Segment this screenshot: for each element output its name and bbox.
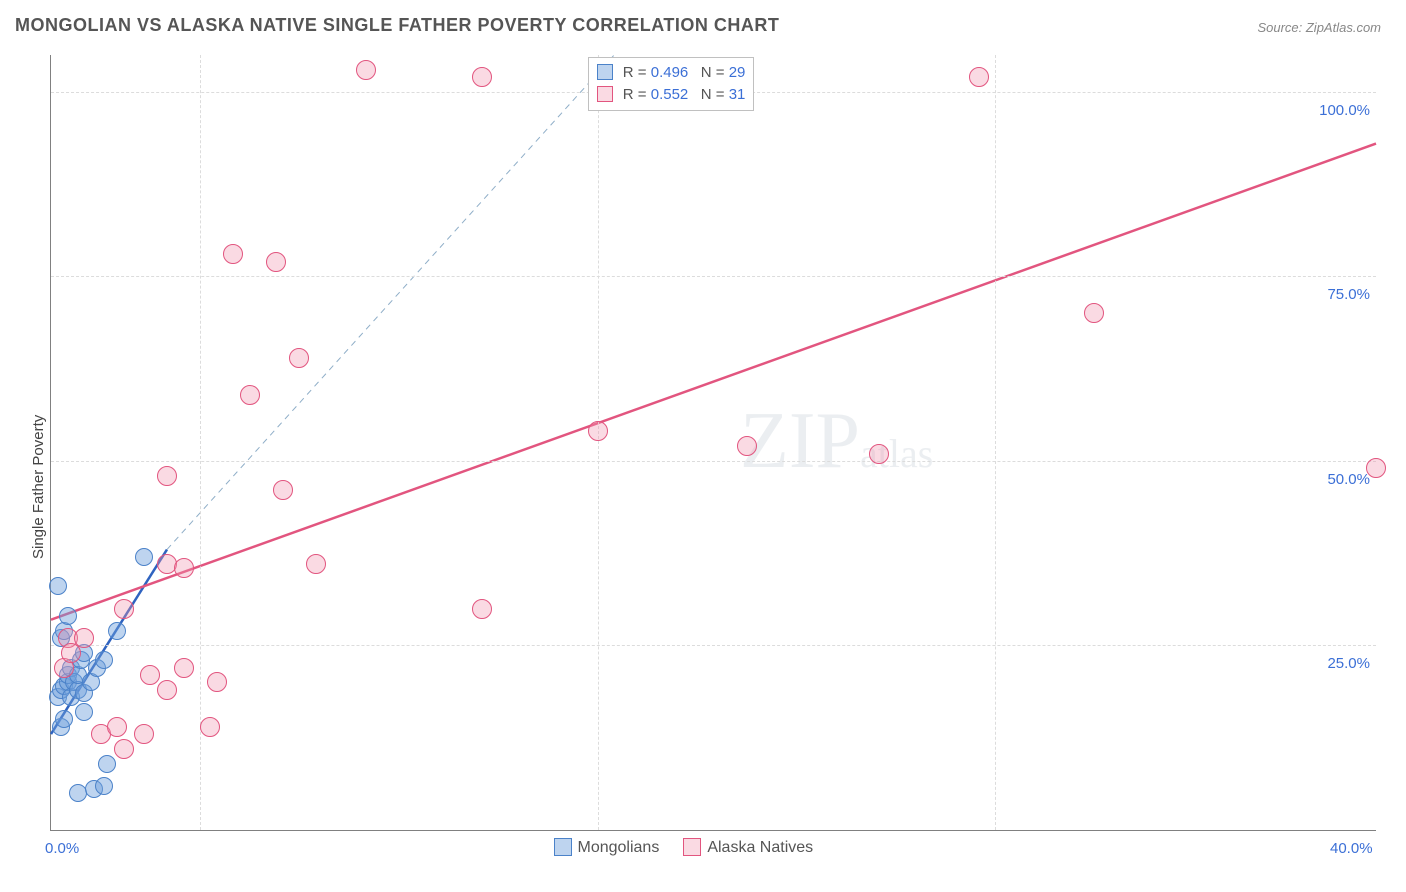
stat-r-label: R = [619,64,651,81]
data-point [588,421,608,441]
data-point [737,436,757,456]
data-point [174,658,194,678]
trend-line [167,55,614,550]
data-point [200,717,220,737]
trend-line [51,144,1376,620]
data-point [75,703,93,721]
stat-n-value: 29 [729,64,746,81]
gridline-h [51,461,1376,462]
legend-swatch [554,838,572,856]
data-point [472,599,492,619]
data-point [95,651,113,669]
data-point [157,466,177,486]
data-point [107,717,127,737]
stat-swatch [597,64,613,80]
correlation-stat-box: R = 0.496 N = 29 R = 0.552 N = 31 [588,57,755,111]
y-tick-label: 50.0% [1310,471,1370,488]
data-point [69,784,87,802]
y-tick-label: 25.0% [1310,655,1370,672]
legend: Mongolians Alaska Natives [554,838,838,857]
data-point [98,755,116,773]
gridline-v [200,55,201,830]
stat-row: R = 0.496 N = 29 [597,62,746,84]
source-credit: Source: ZipAtlas.com [1257,20,1381,35]
legend-item: Mongolians [554,839,660,856]
stat-n-value: 31 [729,86,746,103]
legend-label: Mongolians [578,839,660,856]
stat-r-value: 0.552 [651,86,689,103]
data-point [223,244,243,264]
stat-swatch [597,86,613,102]
legend-swatch [683,838,701,856]
gridline-v [598,55,599,830]
gridline-v [995,55,996,830]
trend-lines-layer [51,55,1376,830]
legend-label: Alaska Natives [707,839,813,856]
data-point [207,672,227,692]
data-point [95,777,113,795]
data-point [59,607,77,625]
data-point [1084,303,1104,323]
chart-container: MONGOLIAN VS ALASKA NATIVE SINGLE FATHER… [0,0,1406,892]
data-point [114,599,134,619]
data-point [135,548,153,566]
gridline-h [51,645,1376,646]
y-tick-label: 75.0% [1310,286,1370,303]
chart-title: MONGOLIAN VS ALASKA NATIVE SINGLE FATHER… [15,15,779,36]
plot-area: ZIPatlas R = 0.496 N = 29 R = 0.552 N = … [50,55,1376,831]
data-point [869,444,889,464]
stat-r-label: R = [619,86,651,103]
data-point [266,252,286,272]
x-tick-label: 40.0% [1330,840,1373,857]
data-point [289,348,309,368]
data-point [49,577,67,595]
data-point [134,724,154,744]
gridline-h [51,276,1376,277]
stat-n-label: N = [688,64,728,81]
data-point [55,710,73,728]
y-tick-label: 100.0% [1310,102,1370,119]
data-point [969,67,989,87]
data-point [140,665,160,685]
data-point [108,622,126,640]
y-axis-label: Single Father Poverty [30,415,47,559]
data-point [356,60,376,80]
stat-n-label: N = [688,86,728,103]
data-point [472,67,492,87]
data-point [306,554,326,574]
data-point [157,680,177,700]
stat-r-value: 0.496 [651,64,689,81]
x-tick-label: 0.0% [45,840,79,857]
legend-item: Alaska Natives [683,839,813,856]
data-point [114,739,134,759]
data-point [74,628,94,648]
data-point [273,480,293,500]
data-point [174,558,194,578]
data-point [240,385,260,405]
stat-row: R = 0.552 N = 31 [597,84,746,106]
